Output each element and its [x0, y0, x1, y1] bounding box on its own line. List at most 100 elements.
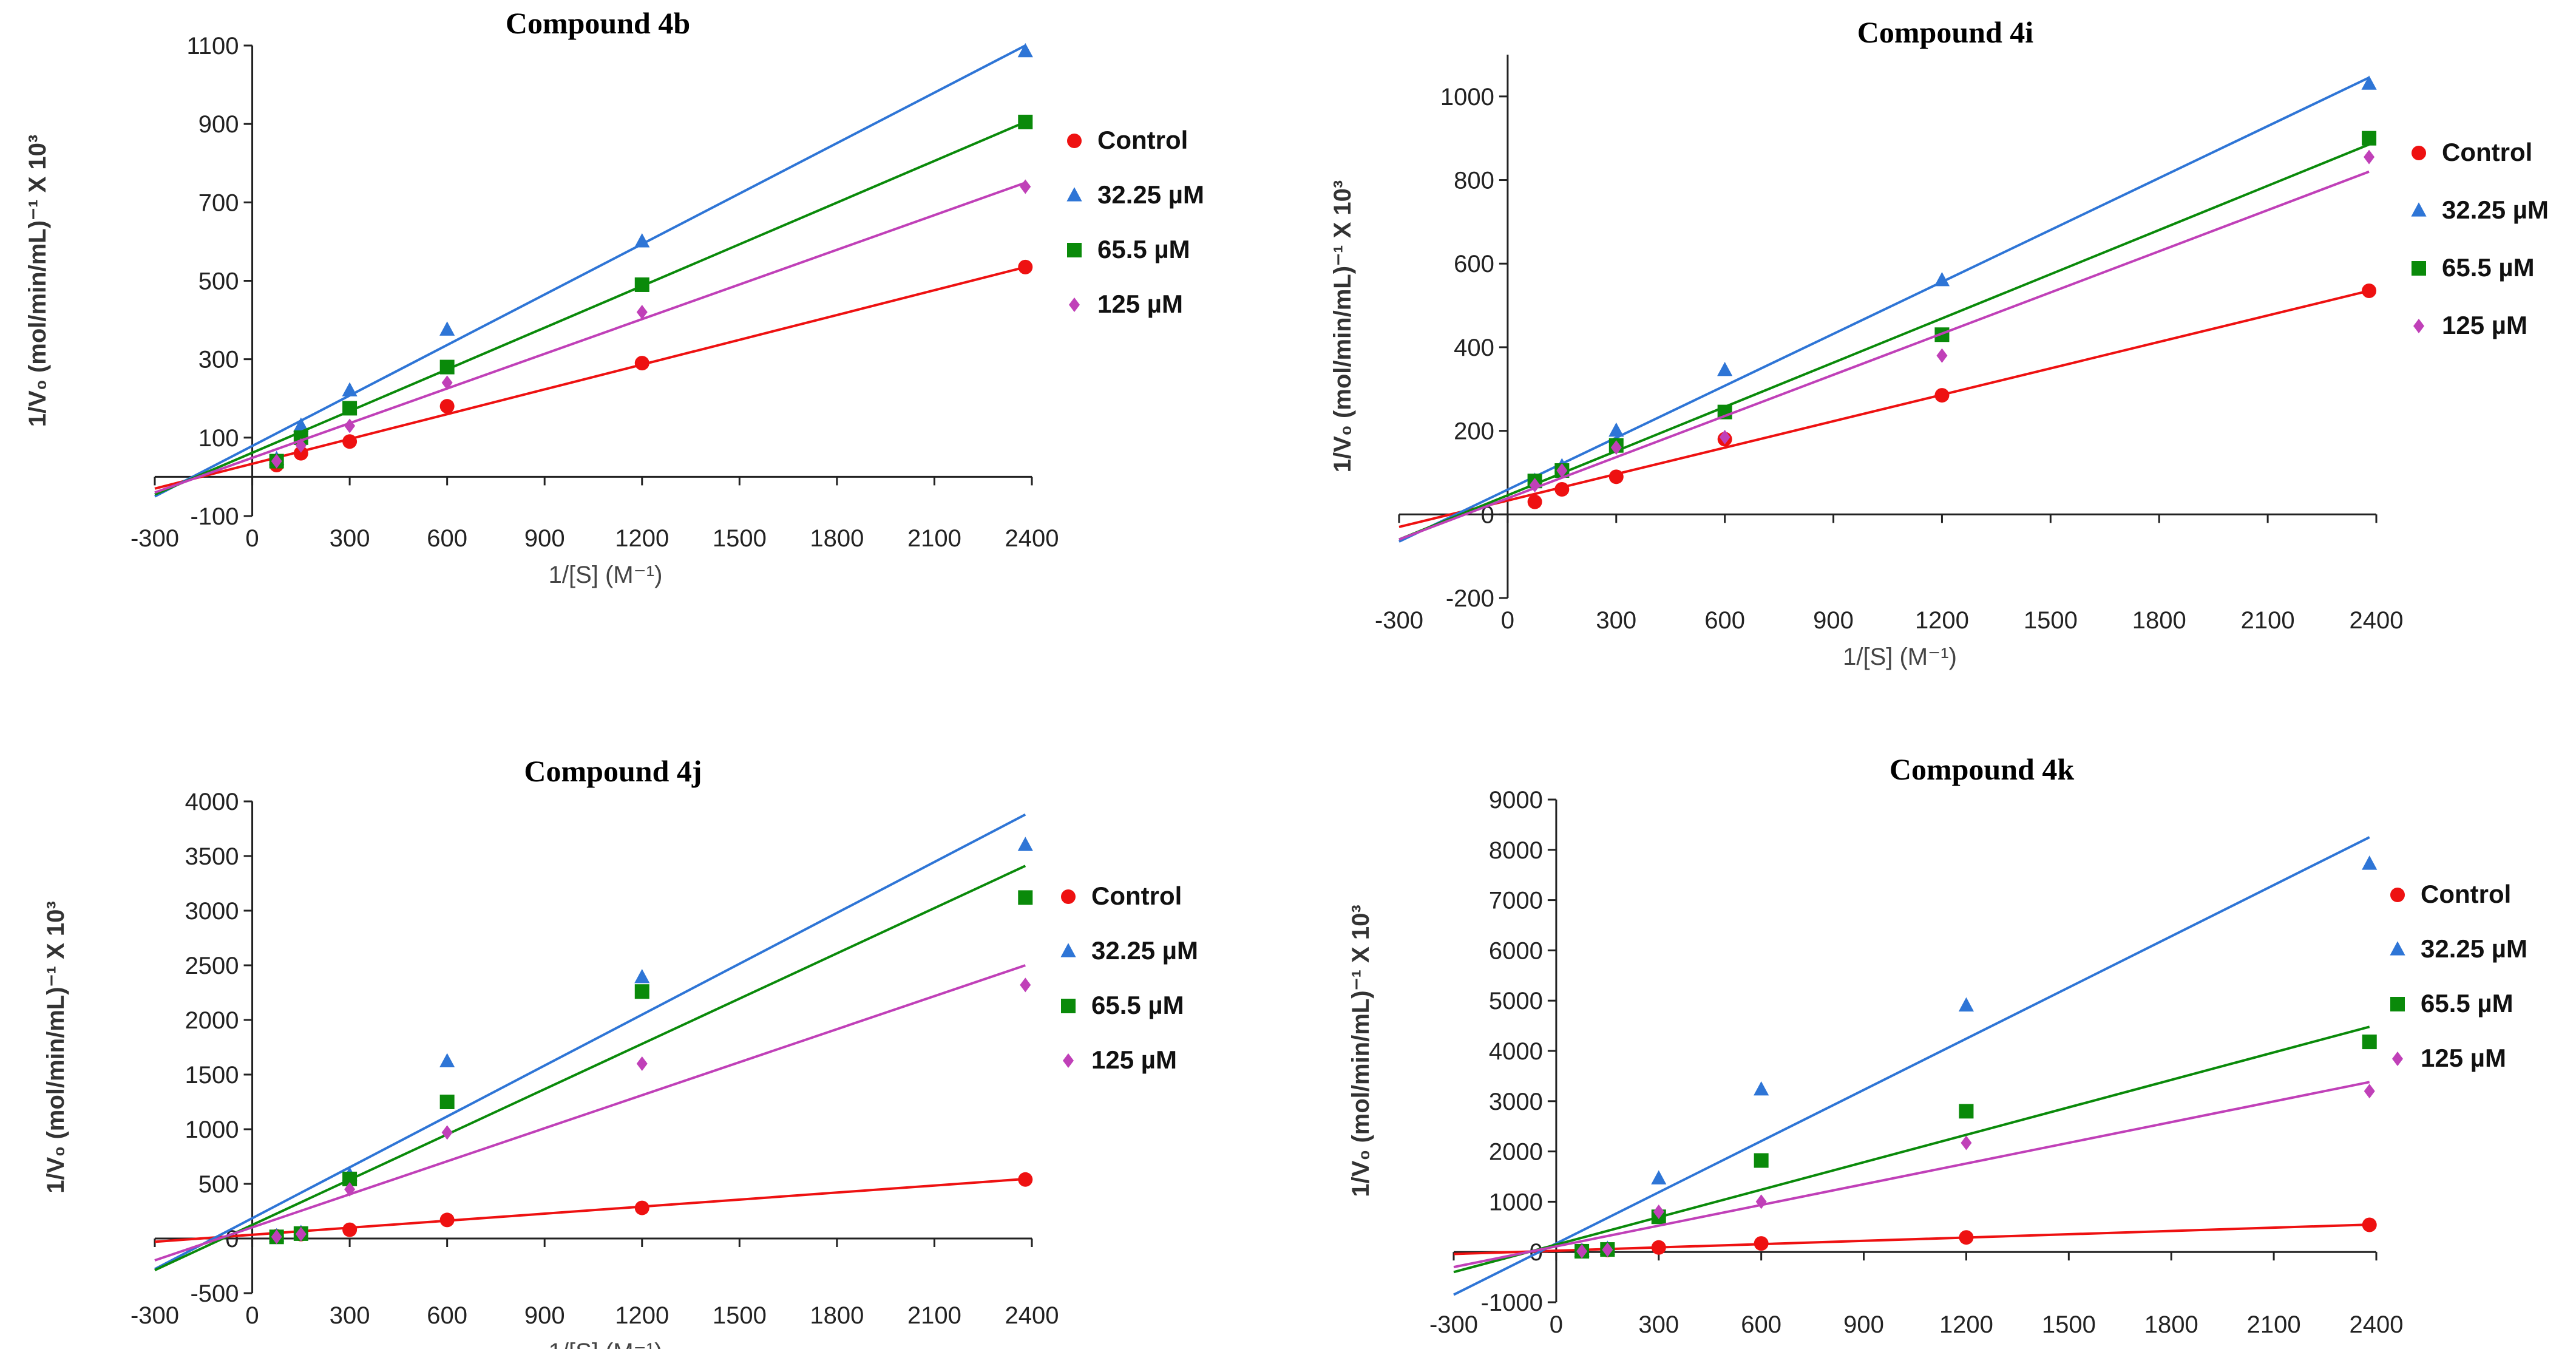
x-tick-label: 0 — [245, 1302, 259, 1329]
y-tick-label: 1000 — [1489, 1189, 1543, 1215]
data-point — [636, 305, 648, 320]
data-point — [439, 359, 455, 375]
legend-label: 65.5 µM — [2421, 989, 2513, 1018]
x-tick-label: 600 — [427, 525, 467, 552]
data-point — [1653, 1204, 1664, 1219]
data-point — [634, 1200, 649, 1215]
x-axis-title: 1/[S] (M⁻¹) — [549, 562, 663, 588]
y-tick-label: 900 — [198, 111, 239, 138]
data-point — [1020, 179, 1031, 194]
data-point — [634, 277, 649, 292]
y-tick-label: 500 — [198, 1171, 239, 1198]
data-point — [1017, 42, 1033, 58]
y-tick-label: 4000 — [1489, 1038, 1543, 1065]
data-point — [1608, 469, 1624, 484]
y-tick-label: 2000 — [185, 1007, 239, 1034]
data-point — [634, 356, 649, 371]
series-32-25-m — [154, 42, 1033, 498]
data-point — [2364, 1084, 2375, 1099]
legend-label: 125 µM — [1091, 1045, 1177, 1074]
trendline — [1398, 143, 2370, 541]
x-tick-label: 600 — [427, 1302, 467, 1329]
data-point — [293, 417, 309, 432]
legend-label: 125 µM — [2442, 311, 2527, 339]
data-point — [1556, 463, 1568, 478]
series-control — [154, 259, 1033, 490]
data-point — [293, 446, 308, 461]
x-tick-label: 0 — [1501, 607, 1514, 634]
legend-marker — [1061, 999, 1076, 1013]
data-point — [1608, 422, 1624, 437]
legend-marker — [1063, 1053, 1074, 1068]
legend-marker — [1061, 889, 1076, 904]
x-axis-title: 1/[S] (M⁻¹) — [1843, 644, 1957, 670]
data-point — [1018, 114, 1033, 129]
y-axis-title: 1/V₀ (mol/min/mL)⁻¹ X 10³ — [42, 901, 69, 1193]
trendline — [1453, 1081, 2370, 1269]
data-point — [342, 382, 358, 396]
data-point — [271, 454, 282, 469]
y-tick-label: 400 — [1454, 335, 1494, 361]
legend-label: 65.5 µM — [2442, 253, 2535, 282]
chart-title: Compound 4b — [506, 6, 690, 40]
x-tick-label: 1800 — [2144, 1311, 2198, 1338]
x-tick-label: 2100 — [907, 1302, 961, 1329]
y-tick-label: 600 — [1454, 251, 1494, 277]
trendline — [154, 813, 1026, 1271]
x-tick-label: 900 — [1813, 607, 1854, 634]
series-65-5-m — [1398, 131, 2377, 541]
trendline — [1398, 290, 2370, 528]
series-32-25-m — [1398, 75, 2377, 543]
data-point — [1958, 997, 1974, 1012]
y-tick-label: 800 — [1454, 168, 1494, 194]
legend-label: Control — [1097, 126, 1188, 154]
trendline — [154, 265, 1026, 490]
legend-marker — [1060, 943, 1076, 957]
data-point — [2362, 283, 2377, 298]
x-tick-label: 1500 — [713, 525, 767, 552]
data-point — [295, 438, 307, 453]
data-point — [636, 1056, 648, 1071]
y-tick-label: 6000 — [1489, 937, 1543, 964]
x-axis-title: 1/[S] (M⁻¹) — [1870, 1348, 1984, 1349]
series-control — [1398, 283, 2377, 528]
data-point — [344, 1182, 356, 1197]
data-point — [342, 401, 358, 416]
y-tick-label: 2000 — [1489, 1139, 1543, 1166]
series-32-25-m — [1453, 836, 2378, 1296]
y-axis-title: 1/V₀ (mol/min/mL)⁻¹ X 10³ — [1347, 905, 1374, 1197]
y-tick-label: -100 — [190, 503, 239, 530]
data-point — [1754, 1236, 1769, 1251]
data-point — [1651, 1240, 1666, 1255]
series-32-25-m — [154, 813, 1033, 1271]
y-tick-label: 500 — [198, 268, 239, 295]
data-point — [439, 399, 455, 414]
y-tick-label: -1000 — [1481, 1290, 1543, 1316]
x-tick-label: 2400 — [1005, 1302, 1059, 1329]
x-tick-label: 1200 — [1939, 1311, 1993, 1338]
x-tick-label: 2100 — [2247, 1311, 2301, 1338]
legend-label: Control — [2442, 138, 2532, 166]
data-point — [1576, 1243, 1588, 1259]
data-point — [2362, 855, 2378, 870]
y-tick-label: 1000 — [1440, 84, 1494, 110]
data-point — [439, 1212, 455, 1228]
data-point — [1020, 977, 1031, 993]
data-point — [2361, 75, 2377, 90]
data-point — [271, 1229, 282, 1245]
series-125-m — [1398, 149, 2375, 541]
series-125-m — [1453, 1081, 2375, 1269]
data-point — [439, 1053, 455, 1067]
trendline — [154, 121, 1026, 496]
data-point — [2362, 131, 2377, 146]
x-tick-label: 1800 — [810, 1302, 864, 1329]
x-tick-label: 600 — [1741, 1311, 1781, 1338]
trendline — [154, 964, 1026, 1262]
legend-label: 65.5 µM — [1097, 235, 1190, 263]
data-point — [1959, 1230, 1974, 1245]
data-point — [439, 321, 455, 336]
data-point — [634, 984, 649, 999]
x-tick-label: 1200 — [615, 525, 669, 552]
chart-1: Compound 4b -100 100 300 500 700 900 1100 -300 0 3… — [24, 6, 1204, 588]
x-axis-title: 1/[S] (M⁻¹) — [549, 1339, 663, 1349]
